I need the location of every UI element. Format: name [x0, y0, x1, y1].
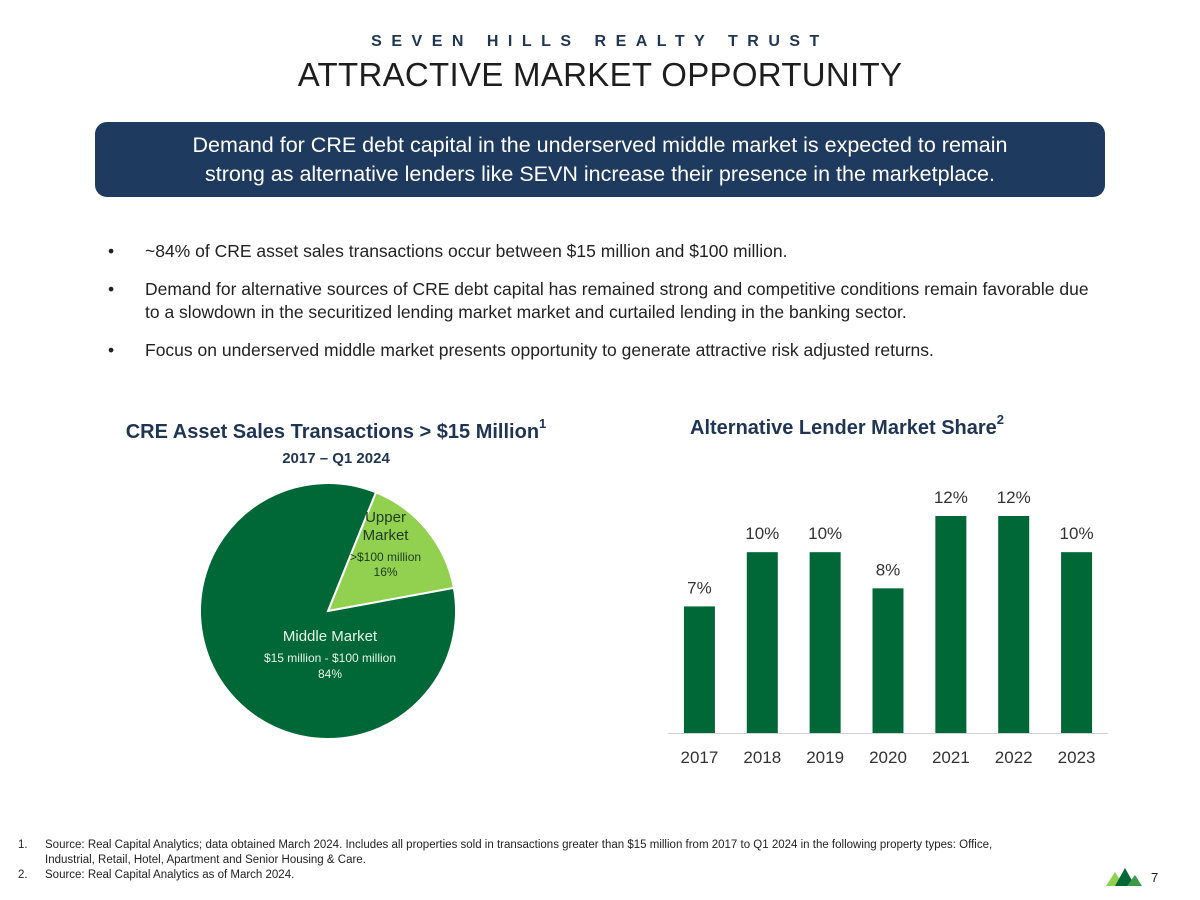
- bar-tick-label: 2022: [995, 748, 1033, 767]
- bar-data-label: 12%: [997, 488, 1031, 507]
- footnote-number: 2.: [18, 869, 28, 881]
- bar-data-label: 8%: [876, 560, 901, 579]
- bar-title-footnote-ref: 2: [996, 412, 1005, 428]
- footnote-text: Source: Real Capital Analytics; data obt…: [45, 839, 993, 866]
- bar-tick-label: 2023: [1058, 748, 1096, 767]
- headline-banner: Demand for CRE debt capital in the under…: [95, 122, 1105, 197]
- pie-chart-title: CRE Asset Sales Transactions > $15 Milli…: [125, 416, 547, 443]
- bar-2022: [998, 516, 1030, 733]
- bullet-item: Focus on underserved middle market prese…: [108, 339, 1098, 362]
- bullet-item: ~84% of CRE asset sales transactions occ…: [108, 240, 1098, 263]
- banner-line-2: strong as alternative lenders like SEVN …: [205, 161, 995, 186]
- footnote: 2. Source: Real Capital Analytics as of M…: [18, 868, 1008, 883]
- bar-data-label: 10%: [1060, 524, 1094, 543]
- pie-slice-middle-market: [199, 482, 457, 740]
- pie-label-range: >$100 million: [350, 550, 421, 564]
- page-number: 7: [1151, 870, 1159, 885]
- bar-chart-title: Alternative Lender Market Share2: [690, 412, 1005, 439]
- footnotes: 1. Source: Real Capital Analytics; data o…: [18, 838, 1008, 883]
- bullet-item: Demand for alternative sources of CRE de…: [108, 278, 1098, 324]
- bar-2023: [1061, 552, 1093, 733]
- company-name: SEVEN HILLS REALTY TRUST: [371, 33, 829, 50]
- bar-data-label: 10%: [808, 524, 842, 543]
- page-title: ATTRACTIVE MARKET OPPORTUNITY: [297, 56, 903, 93]
- bar-2018: [746, 552, 778, 733]
- pie-label-percent: 84%: [318, 667, 342, 681]
- bar-data-label: 10%: [745, 524, 779, 543]
- bar-tick-label: 2017: [681, 748, 719, 767]
- pie-label-name: Market: [363, 527, 410, 544]
- footnote: 1. Source: Real Capital Analytics; data o…: [18, 838, 1008, 868]
- pie-label-name: Middle Market: [283, 628, 378, 645]
- pie-title-footnote-ref: 1: [539, 416, 547, 432]
- bar-2017: [683, 606, 715, 733]
- bar-data-label: 7%: [687, 578, 712, 597]
- pie-slice-upper-market: [326, 491, 456, 613]
- bullet-list: ~84% of CRE asset sales transactions occ…: [108, 240, 1098, 377]
- bar-2021: [935, 516, 967, 733]
- bar-tick-label: 2019: [806, 748, 844, 767]
- bar-data-label: 12%: [934, 488, 968, 507]
- pie-chart-subtitle: 2017 – Q1 2024: [282, 450, 390, 467]
- pie-label-percent: 16%: [374, 565, 398, 579]
- bar-2020: [872, 588, 904, 733]
- footnote-text: Source: Real Capital Analytics as of Mar…: [45, 869, 295, 881]
- footnote-number: 1.: [18, 839, 28, 851]
- bar-tick-label: 2021: [932, 748, 970, 767]
- bar-tick-label: 2018: [743, 748, 781, 767]
- pie-label-range: $15 million - $100 million: [264, 651, 396, 665]
- bar-tick-label: 2020: [869, 748, 907, 767]
- banner-line-1: Demand for CRE debt capital in the under…: [192, 132, 1008, 157]
- pie-label-name: Upper: [365, 509, 406, 526]
- bar-2019: [809, 552, 841, 733]
- mountains-logo-icon: [1106, 868, 1142, 886]
